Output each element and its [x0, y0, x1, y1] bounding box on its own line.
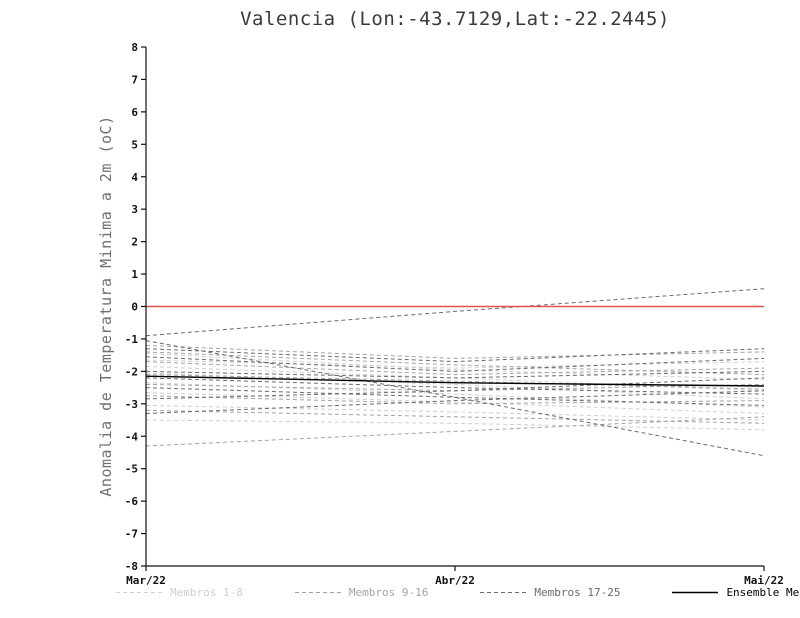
x-tick-label: Mar/22: [126, 574, 166, 587]
ensemble-member-line: [145, 419, 765, 431]
ensemble-member-line: [145, 359, 765, 369]
chart-title: Valencia (Lon:-43.7129,Lat:-22.2445): [240, 8, 670, 30]
ensemble-member-line: [145, 404, 765, 421]
solid-line-sample-icon: [672, 589, 719, 596]
y-tick-label: 6: [131, 106, 138, 119]
ensemble-member-line: [145, 395, 765, 405]
dashed-line-sample-icon: [294, 589, 341, 596]
y-tick-label: -5: [125, 463, 138, 476]
dashed-line-sample-icon: [480, 589, 527, 596]
y-tick-label: -8: [125, 560, 138, 573]
ensemble-member-line: [145, 361, 765, 376]
ensemble-member-line: [145, 387, 765, 406]
ensemble-member-line: [145, 392, 765, 414]
legend-label: Membros 17-25: [534, 586, 621, 599]
ensemble-member-line: [145, 356, 765, 372]
ensemble-mean-line: [145, 375, 765, 387]
y-tick-label: -7: [125, 528, 138, 541]
y-tick-label: 0: [131, 301, 138, 314]
ensemble-member-line: [145, 382, 765, 408]
y-tick-label: -1: [125, 333, 139, 346]
y-tick-label: 2: [131, 236, 138, 249]
legend-item-members-1-8: Membros 1-8: [116, 586, 243, 599]
x-tick-label: Mai/22: [744, 574, 784, 587]
y-tick-label: 4: [131, 171, 138, 184]
legend-label: Membros 1-8: [170, 586, 243, 599]
ensemble-member-line: [145, 344, 765, 359]
y-tick-label: 5: [131, 138, 138, 151]
ensemble-member-line: [145, 416, 765, 447]
ensemble-member-line: [145, 288, 765, 337]
y-tick-label: -2: [125, 365, 138, 378]
ensemble-member-line: [145, 370, 765, 379]
ensemble-member-line: [145, 390, 765, 414]
y-tick-label: -6: [125, 495, 139, 508]
y-tick-label: 3: [131, 203, 138, 216]
y-tick-label: 8: [131, 41, 138, 54]
legend-label: Ensemble Mean: [726, 586, 800, 599]
ensemble-member-line: [145, 374, 765, 390]
y-tick-label: 7: [131, 73, 138, 86]
ensemble-member-line: [145, 351, 765, 376]
x-tick-label: Abr/22: [435, 574, 475, 587]
legend-item-members-9-16: Membros 9-16: [294, 586, 429, 599]
legend: Membros 1-8 Membros 9-16 Membros 17-25 E…: [116, 586, 800, 599]
y-tick-label: -4: [125, 430, 139, 443]
legend-item-ensemble-mean: Ensemble Mean: [672, 586, 800, 599]
y-tick-label: -3: [125, 398, 138, 411]
y-tick-label: 1: [131, 268, 138, 281]
ensemble-member-line: [145, 377, 765, 395]
dashed-line-sample-icon: [116, 589, 162, 596]
ensemble-member-line: [145, 409, 765, 424]
ensemble-member-line: [145, 353, 765, 380]
legend-item-members-17-25: Membros 17-25: [480, 586, 620, 599]
ensemble-member-line: [145, 377, 765, 400]
ensemble-member-line: [145, 372, 765, 400]
ensemble-member-line: [145, 348, 765, 363]
legend-label: Membros 9-16: [348, 586, 429, 599]
